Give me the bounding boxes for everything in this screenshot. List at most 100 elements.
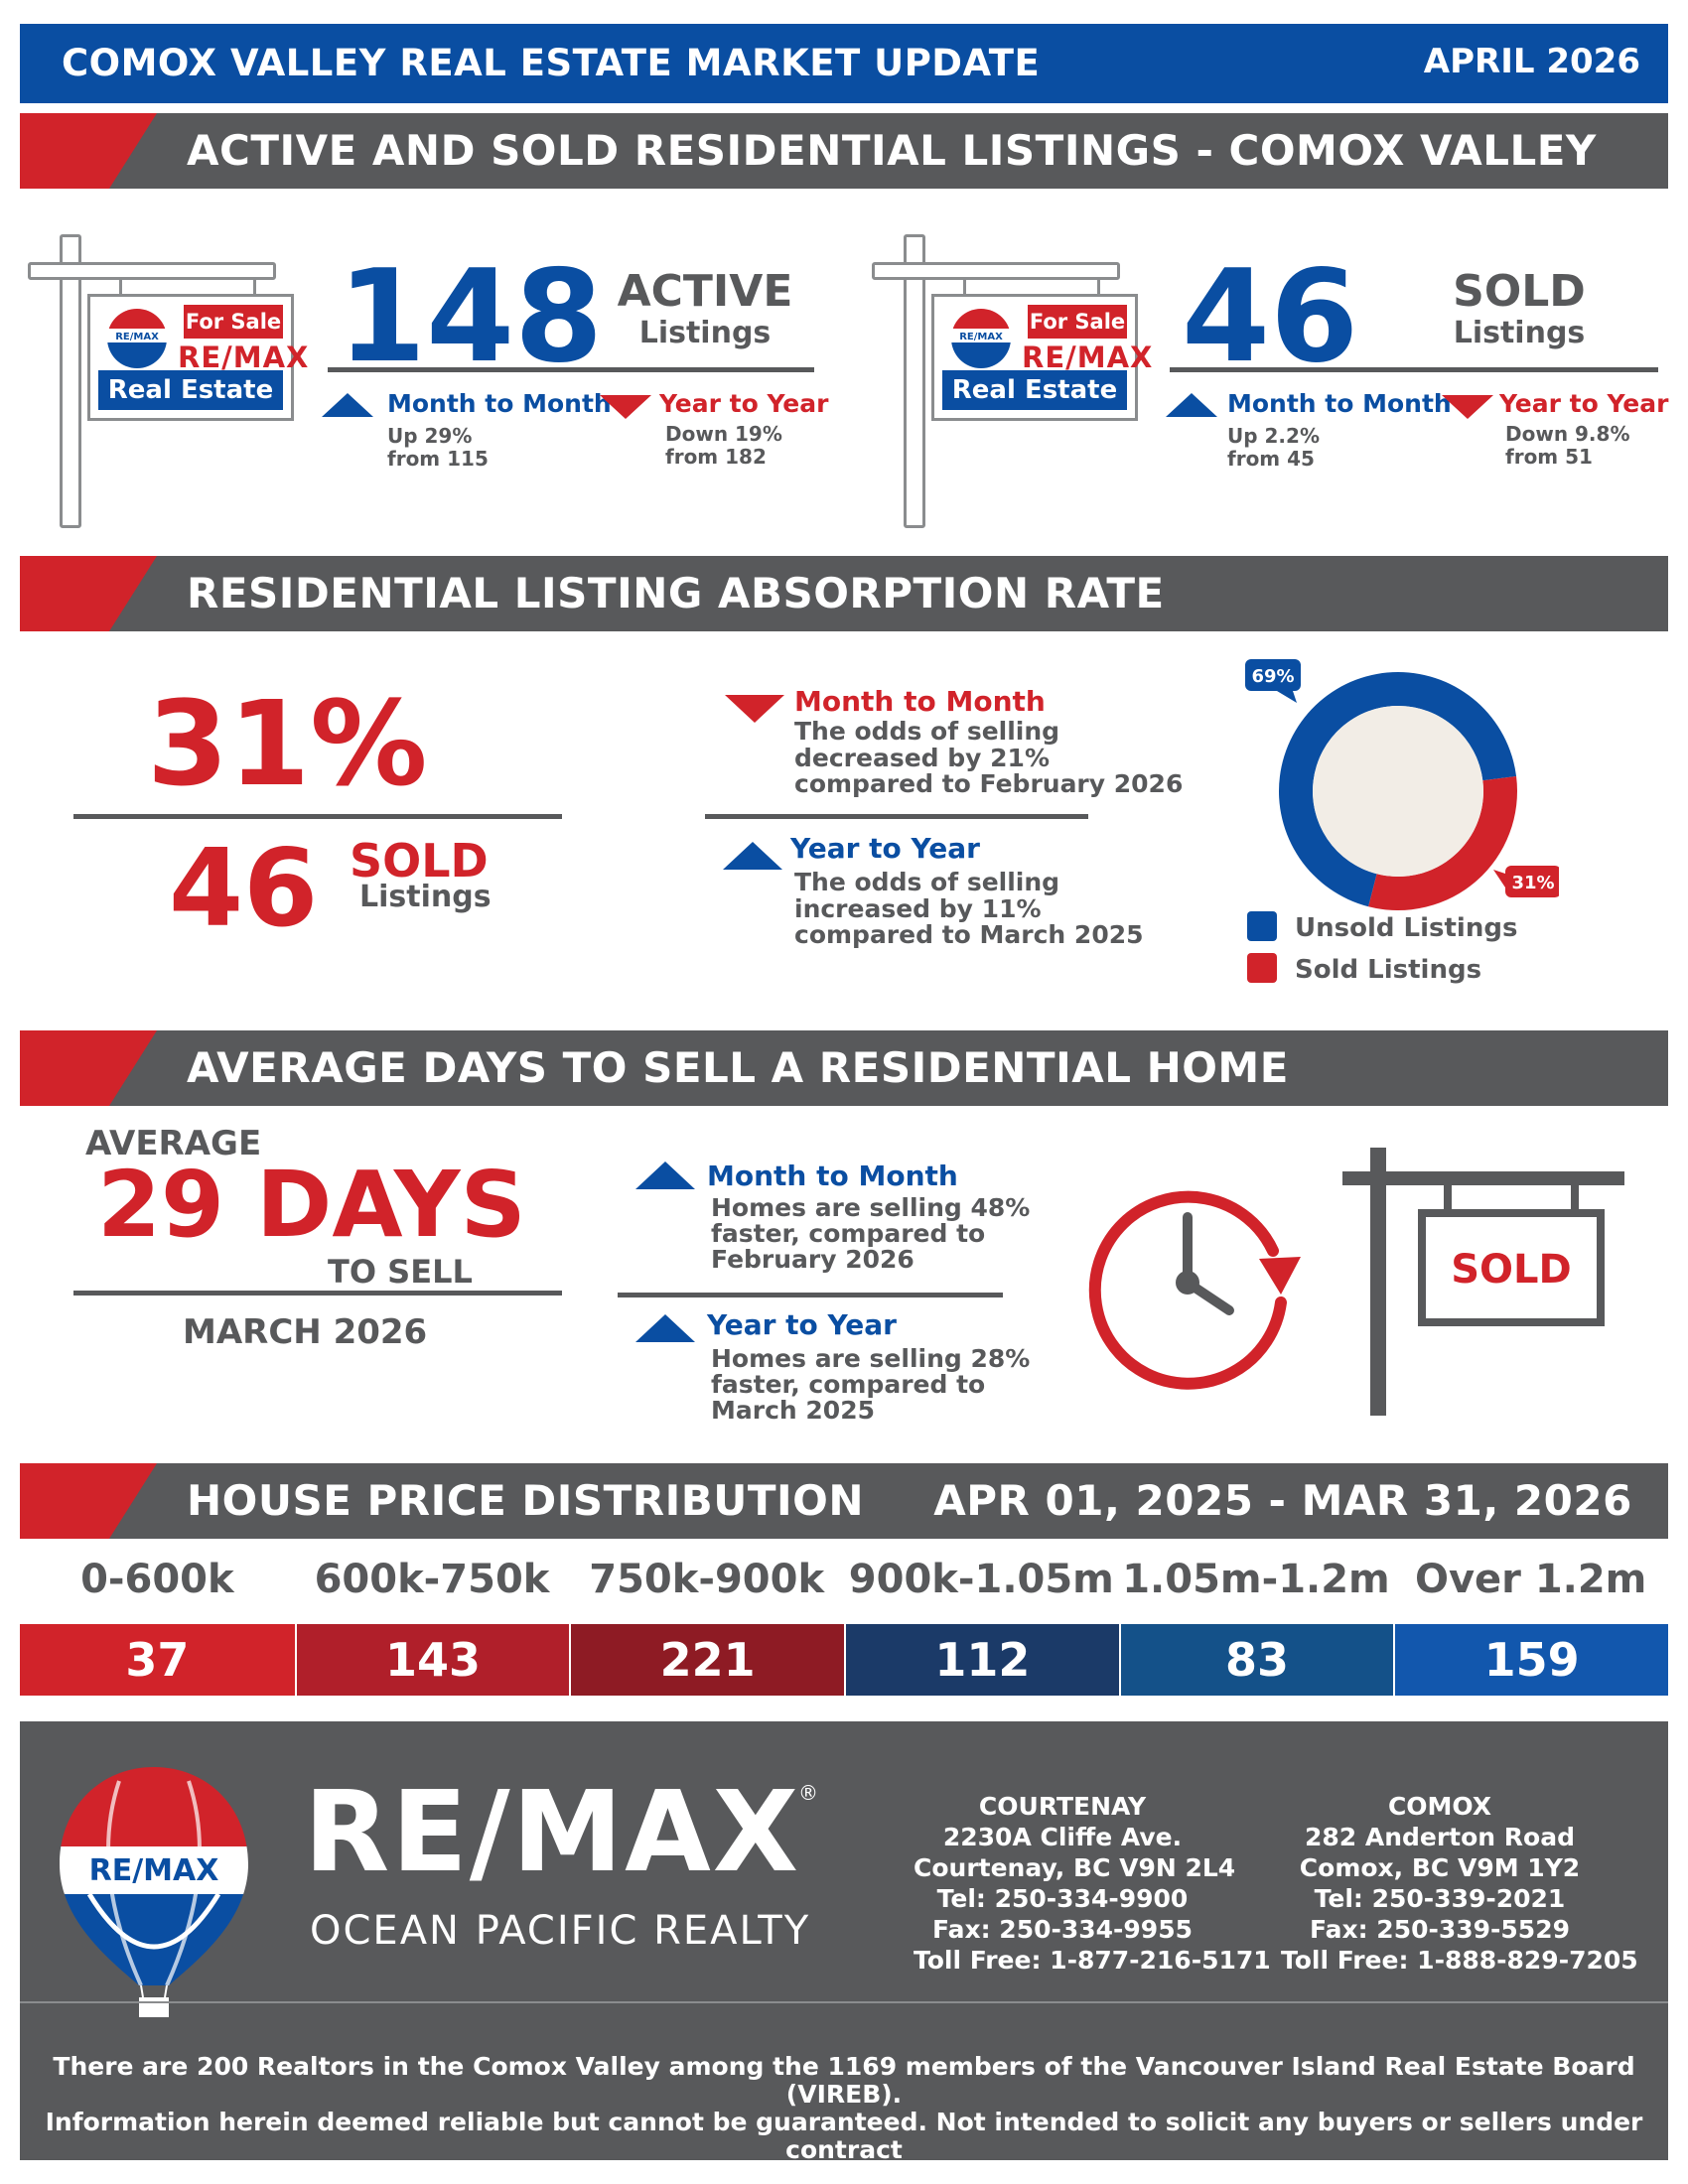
sold-count: 46 xyxy=(1182,243,1359,391)
average-days-value: 29 DAYS xyxy=(97,1152,526,1258)
price-range-count: 143 xyxy=(296,1624,570,1696)
disclaimer: There are 200 Realtors in the Comox Vall… xyxy=(30,2053,1658,2184)
section-header-days: AVERAGE DAYS TO SELL A RESIDENTIAL HOME xyxy=(20,1030,1668,1106)
remax-balloon-logo: RE/MAX xyxy=(60,1767,248,2017)
days-mtm-line1: Homes are selling 48% xyxy=(711,1193,1031,1222)
sign-brand: RE/MAX xyxy=(178,341,310,374)
absorption-sold-label: SOLD xyxy=(350,834,489,887)
legend-swatch-sold xyxy=(1247,953,1277,983)
section-header-price: HOUSE PRICE DISTRIBUTION APR 01, 2025 - … xyxy=(20,1463,1668,1539)
days-mtm-line2: faster, compared to xyxy=(711,1219,986,1248)
divider xyxy=(705,814,1088,819)
divider xyxy=(73,1291,562,1296)
price-range-count: 159 xyxy=(1395,1624,1668,1696)
label-tag-sold: 31% xyxy=(1493,866,1559,897)
donut-label-unsold: 69% xyxy=(1251,666,1294,687)
sold-yty-line2: from 51 xyxy=(1505,445,1593,469)
balloon-icon: RE/MAX xyxy=(951,309,1011,368)
report-date: APRIL 2026 xyxy=(1423,42,1640,81)
to-sell-label: TO SELL xyxy=(328,1253,473,1291)
section-title: RESIDENTIAL LISTING ABSORPTION RATE xyxy=(187,569,1165,617)
active-count: 148 xyxy=(338,243,604,391)
absorption-mtm-line2: decreased by 21% xyxy=(794,744,1050,772)
price-range-label: 0-600k xyxy=(80,1557,234,1602)
active-mtm-line2: from 115 xyxy=(387,447,489,471)
divider xyxy=(1170,367,1658,372)
active-mtm-line1: Up 29% xyxy=(387,424,473,448)
price-section-title: HOUSE PRICE DISTRIBUTION xyxy=(187,1476,865,1525)
days-yty-title: Year to Year xyxy=(707,1308,897,1341)
office-title: COURTENAY xyxy=(978,1792,1147,1821)
office-line1: 2230A Cliffe Ave. xyxy=(942,1823,1183,1851)
office-line1: 282 Anderton Road xyxy=(1304,1823,1576,1851)
balloon-logo-text: RE/MAX xyxy=(89,1853,219,1888)
days-mtm-title: Month to Month xyxy=(707,1160,958,1192)
active-sublabel: Listings xyxy=(638,316,772,350)
price-range-count: 83 xyxy=(1120,1624,1394,1696)
real-estate-label: Real Estate xyxy=(98,370,283,410)
sold-sign-text: SOLD xyxy=(1451,1247,1572,1293)
comox-office: COMOX 282 Anderton Road Comox, BC V9M 1Y… xyxy=(1281,1791,1638,1976)
disclaimer-line2: Information herein deemed reliable but c… xyxy=(45,2108,1643,2164)
disclaimer-line1: There are 200 Realtors in the Comox Vall… xyxy=(53,2052,1635,2109)
price-range-label: 750k-900k xyxy=(589,1557,825,1602)
donut-slice-sold xyxy=(1368,775,1517,910)
active-yty-line1: Down 19% xyxy=(665,422,782,446)
days-period: MARCH 2026 xyxy=(183,1312,428,1352)
absorption-mtm-line1: The odds of selling xyxy=(794,717,1060,746)
sold-label: SOLD xyxy=(1453,266,1586,317)
price-range-count: 112 xyxy=(846,1624,1119,1696)
down-arrow-icon xyxy=(725,695,784,723)
days-yty-line2: faster, compared to xyxy=(711,1370,986,1399)
active-yty-line2: from 182 xyxy=(665,445,767,469)
active-label: ACTIVE xyxy=(617,266,793,317)
price-range-label: 900k-1.05m xyxy=(848,1557,1114,1602)
active-mtm-title: Month to Month xyxy=(387,389,612,418)
absorption-yty-line2: increased by 11% xyxy=(794,894,1042,923)
absorption-mtm-line3: compared to February 2026 xyxy=(794,769,1184,798)
footer: RE/MAX RE/MAX ® OCEAN PACIFIC REALTY COU… xyxy=(20,1721,1668,2160)
legend-label-sold: Sold Listings xyxy=(1295,955,1482,985)
donut-center xyxy=(1313,706,1483,877)
absorption-yty-title: Year to Year xyxy=(790,832,980,865)
down-arrow-icon xyxy=(1442,395,1493,419)
balloon-text: RE/MAX xyxy=(115,332,159,342)
price-section-range: APR 01, 2025 - MAR 31, 2026 xyxy=(933,1476,1632,1525)
office-fax: Fax: 250-334-9955 xyxy=(931,1915,1193,1944)
sold-mtm-title: Month to Month xyxy=(1227,389,1452,418)
section-title: ACTIVE AND SOLD RESIDENTIAL LISTINGS - C… xyxy=(187,126,1597,175)
section-header-listings: ACTIVE AND SOLD RESIDENTIAL LISTINGS - C… xyxy=(20,113,1668,189)
sign-brand: RE/MAX xyxy=(1022,341,1154,374)
legend-label-unsold: Unsold Listings xyxy=(1295,913,1518,943)
absorption-rate: 31% xyxy=(147,675,428,812)
up-arrow-icon xyxy=(635,1161,695,1189)
up-arrow-icon xyxy=(723,842,782,870)
footer-divider xyxy=(20,2001,1668,2003)
price-range-label: 1.05m-1.2m xyxy=(1122,1557,1390,1602)
registered-mark: ® xyxy=(798,1781,818,1805)
office-tel: Tel: 250-339-2021 xyxy=(1314,1884,1566,1913)
balloon-text: RE/MAX xyxy=(959,332,1003,342)
disclaimer-line3: with another agent. Created by RE/MAX Oc… xyxy=(132,2163,1556,2184)
price-range-label: Over 1.2m xyxy=(1414,1557,1647,1602)
sold-yty-title: Year to Year xyxy=(1499,389,1669,418)
absorption-mtm-title: Month to Month xyxy=(794,685,1046,718)
absorption-sold-count: 46 xyxy=(169,827,319,951)
office-toll: Toll Free: 1-877-216-5171 xyxy=(914,1946,1271,1975)
office-fax: Fax: 250-339-5529 xyxy=(1309,1915,1570,1944)
absorption-donut-chart: 69% 31% xyxy=(1245,659,1559,910)
office-tel: Tel: 250-334-9900 xyxy=(936,1884,1189,1913)
average-label: AVERAGE xyxy=(85,1124,262,1163)
up-arrow-icon xyxy=(635,1314,695,1342)
divider xyxy=(328,367,814,372)
days-yty-line1: Homes are selling 28% xyxy=(711,1344,1031,1373)
absorption-yty-line1: The odds of selling xyxy=(794,868,1060,896)
office-title: COMOX xyxy=(1387,1792,1492,1821)
office-toll: Toll Free: 1-888-829-7205 xyxy=(1281,1946,1638,1975)
active-yty-title: Year to Year xyxy=(659,389,829,418)
up-arrow-icon xyxy=(322,393,373,417)
section-header-absorption: RESIDENTIAL LISTING ABSORPTION RATE xyxy=(20,556,1668,631)
sold-mtm-line1: Up 2.2% xyxy=(1227,424,1320,448)
label-tag-unsold: 69% xyxy=(1245,659,1301,703)
absorption-yty-line3: compared to March 2025 xyxy=(794,920,1144,949)
